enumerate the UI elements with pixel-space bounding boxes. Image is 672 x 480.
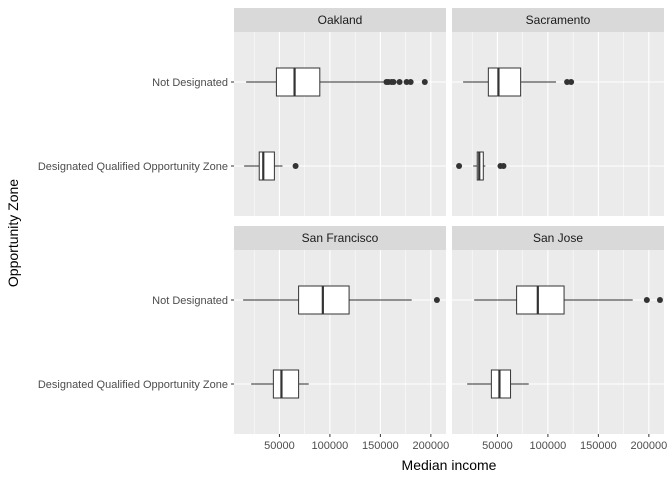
outlier-point bbox=[568, 79, 575, 85]
outlier-point bbox=[390, 79, 397, 85]
panels-layer: Oakland Sacramento San Francisco San Jose bbox=[234, 8, 664, 434]
strip-san-jose bbox=[452, 226, 664, 250]
y-tick-label-designated-qualified-opportunity-zone: Designated Qualified Opportunity Zone bbox=[38, 379, 228, 391]
y-tick-label-designated-qualified-opportunity-zone: Designated Qualified Opportunity Zone bbox=[38, 161, 228, 173]
box-sacramento-not-designated bbox=[463, 67, 575, 97]
box-oakland-designated-qualified-opportunity-zone bbox=[244, 151, 299, 181]
panel-oakland: Oakland bbox=[234, 8, 446, 216]
outlier-point bbox=[643, 297, 650, 303]
box-san-jose-not-designated bbox=[474, 285, 663, 315]
outlier-point bbox=[407, 79, 414, 85]
x-tick-label: 150000 bbox=[362, 440, 399, 452]
panel-background-san-jose bbox=[452, 250, 664, 434]
outlier-point bbox=[500, 163, 507, 169]
box-san-francisco-not-designated bbox=[243, 285, 440, 315]
x-tick-label: 50000 bbox=[482, 440, 513, 452]
y-axis-title: Opportunity Zone bbox=[5, 179, 21, 287]
strip-label-oakland: Oakland bbox=[318, 13, 363, 27]
outlier-point bbox=[433, 297, 440, 303]
y-tick-label-not-designated: Not Designated bbox=[152, 77, 228, 89]
strip-sacramento bbox=[452, 8, 664, 32]
x-tick-label: 150000 bbox=[580, 440, 617, 452]
strip-label-san-jose: San Jose bbox=[533, 231, 583, 245]
box-san-jose-designated-qualified-opportunity-zone bbox=[467, 369, 529, 399]
panel-sacramento: Sacramento bbox=[452, 8, 664, 216]
y-tick-labels: Not Designated Designated Qualified Oppor… bbox=[38, 77, 234, 391]
strip-oakland bbox=[234, 8, 446, 32]
box-sacramento-designated-qualified-opportunity-zone bbox=[456, 151, 507, 181]
x-tick-labels: 50000 100000 150000 200000 50000 100000 150000… bbox=[264, 434, 667, 452]
x-tick-label: 100000 bbox=[530, 440, 567, 452]
panel-san-jose: San Jose bbox=[452, 226, 664, 434]
interquartile-box bbox=[516, 285, 565, 315]
x-tick-label: 200000 bbox=[630, 440, 667, 452]
panel-background-oakland bbox=[234, 32, 446, 216]
interquartile-box bbox=[275, 67, 321, 97]
panel-background-san-francisco bbox=[234, 250, 446, 434]
interquartile-box bbox=[490, 369, 512, 399]
interquartile-box bbox=[258, 151, 275, 181]
x-tick-label: 100000 bbox=[312, 440, 349, 452]
outlier-point bbox=[421, 79, 428, 85]
x-tick-label: 200000 bbox=[412, 440, 449, 452]
strip-san-francisco bbox=[234, 226, 446, 250]
interquartile-box bbox=[272, 369, 300, 399]
x-axis-title: Median income bbox=[402, 457, 497, 473]
box-oakland-not-designated bbox=[246, 67, 428, 97]
strip-label-san-francisco: San Francisco bbox=[302, 231, 379, 245]
panel-san-francisco: San Francisco bbox=[234, 226, 446, 434]
outlier-point bbox=[292, 163, 299, 169]
box-san-francisco-designated-qualified-opportunity-zone bbox=[251, 369, 309, 399]
outlier-point bbox=[456, 163, 463, 169]
y-tick-label-not-designated: Not Designated bbox=[152, 295, 228, 307]
outlier-point bbox=[656, 297, 663, 303]
x-tick-label: 50000 bbox=[264, 440, 295, 452]
outlier-point bbox=[396, 79, 403, 85]
panel-background-sacramento bbox=[452, 32, 664, 216]
strip-label-sacramento: Sacramento bbox=[526, 13, 591, 27]
interquartile-box bbox=[487, 67, 522, 97]
